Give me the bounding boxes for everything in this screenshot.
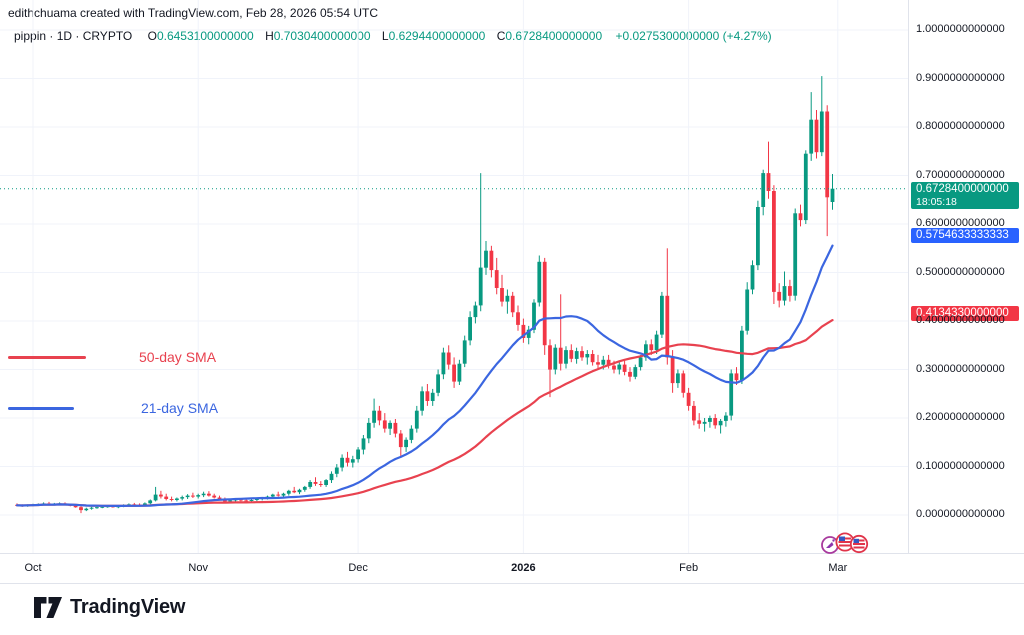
grid-layer bbox=[0, 0, 908, 553]
price-axis-label: 0.4000000000000 bbox=[916, 314, 1005, 326]
time-axis[interactable]: Oct Nov Dec 2026 Feb Mar bbox=[0, 553, 1024, 584]
credit-line: edithchuama created with TradingView.com… bbox=[8, 6, 378, 20]
symbol-bar[interactable]: pippin · 1D · CRYPTO O0.6453100000000 H0… bbox=[14, 29, 772, 43]
us-flag-icon bbox=[849, 534, 869, 554]
change-value: +0.0275300000000 (+4.27%) bbox=[615, 29, 772, 43]
open-value: 0.6453100000000 bbox=[156, 29, 254, 43]
close-label: C bbox=[496, 29, 506, 43]
time-axis-label: Dec bbox=[348, 562, 368, 574]
sma21-badge: 0.5754633333333 bbox=[911, 227, 1019, 243]
high-value: 0.7030400000000 bbox=[273, 29, 371, 43]
time-axis-label: Nov bbox=[188, 562, 208, 574]
footer-logo[interactable]: TradingView bbox=[33, 596, 185, 619]
last-price-value: 0.6728400000000 bbox=[916, 182, 1009, 195]
sma50-legend-label[interactable]: 50-day SMA bbox=[139, 349, 217, 365]
last-price-badge: 0.6728400000000 18:05:18 bbox=[911, 181, 1019, 209]
sma50-legend-line[interactable] bbox=[8, 356, 86, 359]
axis-bottom-divider bbox=[0, 583, 1024, 584]
price-axis-label: 1.0000000000000 bbox=[916, 23, 1005, 35]
event-flag-icons[interactable] bbox=[818, 526, 870, 560]
brand-name: TradingView bbox=[70, 596, 186, 618]
time-axis-label: Feb bbox=[679, 562, 699, 574]
time-axis-label: Mar bbox=[828, 562, 848, 574]
purple-event-icon bbox=[821, 536, 839, 554]
time-axis-label: 2026 bbox=[511, 562, 536, 574]
low-label: L bbox=[381, 29, 389, 43]
sma50-badge: 0.4134330000000 bbox=[911, 306, 1019, 322]
high-label: H bbox=[265, 29, 274, 43]
close-value: 0.6728400000000 bbox=[505, 29, 603, 43]
price-axis-label: 0.0000000000000 bbox=[916, 508, 1005, 520]
price-axis-label: 0.1000000000000 bbox=[916, 459, 1005, 472]
price-axis-label: 0.3000000000000 bbox=[916, 362, 1005, 375]
price-axis-label: 0.6000000000000 bbox=[916, 217, 1005, 229]
price-axis-label: 0.5000000000000 bbox=[916, 265, 1005, 278]
low-value: 0.6294400000000 bbox=[388, 29, 486, 43]
price-axis-label: 0.2000000000000 bbox=[916, 411, 1005, 423]
tradingview-logo-icon bbox=[34, 597, 62, 618]
price-axis-label: 0.7000000000000 bbox=[916, 168, 1005, 181]
price-chart[interactable] bbox=[0, 0, 1024, 554]
time-axis-label: Oct bbox=[24, 562, 42, 574]
price-axis-label: 0.9000000000000 bbox=[916, 71, 1005, 84]
symbol-title[interactable]: pippin · 1D · CRYPTO bbox=[14, 29, 133, 43]
price-axis[interactable]: 0.6728400000000 18:05:18 0.5754633333333… bbox=[908, 0, 1024, 583]
sma-layer bbox=[15, 244, 834, 507]
price-axis-label: 0.8000000000000 bbox=[916, 120, 1005, 132]
open-label: O bbox=[147, 29, 157, 43]
sma21-legend-line[interactable] bbox=[8, 407, 74, 410]
candles-layer bbox=[15, 76, 835, 514]
bar-countdown: 18:05:18 bbox=[916, 195, 957, 208]
sma21-legend-label[interactable]: 21-day SMA bbox=[141, 400, 219, 416]
